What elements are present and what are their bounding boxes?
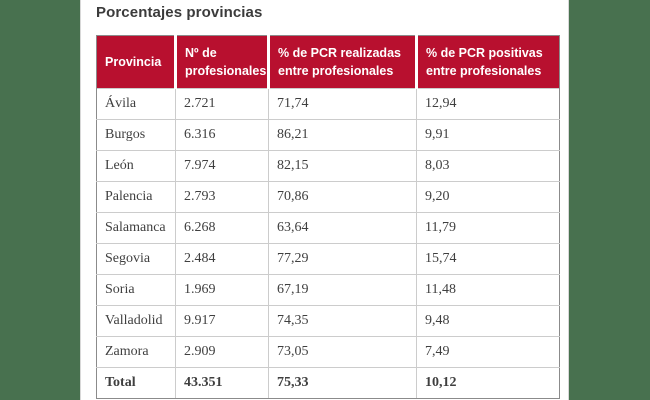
value-cell: 11,79 — [416, 212, 560, 244]
province-cell: Segovia — [96, 243, 176, 275]
value-cell: 8,03 — [416, 150, 560, 182]
table-header: Provincia Nº de profesionales% de PCR rea… — [96, 35, 560, 89]
value-cell: 2.484 — [175, 243, 269, 275]
table-row: Palencia 2.793 70,86 9,20 — [96, 181, 560, 213]
province-cell: Burgos — [96, 119, 176, 151]
value-cell: 71,74 — [268, 88, 417, 120]
column-header-0: Provincia — [96, 35, 176, 89]
value-cell: 9,20 — [416, 181, 560, 213]
value-cell: 9,48 — [416, 305, 560, 337]
value-cell: 11,48 — [416, 274, 560, 306]
table-row: Zamora 2.909 73,05 7,49 — [96, 336, 560, 368]
content-panel: Porcentajes provincias Provincia Nº de pr… — [80, 0, 569, 400]
value-cell: 82,15 — [268, 150, 417, 182]
value-cell: 74,35 — [268, 305, 417, 337]
table-row: Valladolid 9.917 74,35 9,48 — [96, 305, 560, 337]
value-cell: 10,12 — [416, 367, 560, 399]
value-cell: 9,91 — [416, 119, 560, 151]
table-body: Ávila 2.721 71,74 12,94 Burgos 6.316 86,21 9,91… — [96, 88, 560, 399]
province-cell: Ávila — [96, 88, 176, 120]
province-cell: Valladolid — [96, 305, 176, 337]
total-row: Total 43.351 75,33 10,12 — [96, 367, 560, 399]
value-cell: 73,05 — [268, 336, 417, 368]
province-cell: León — [96, 150, 176, 182]
value-cell: 6.316 — [175, 119, 269, 151]
table-row: León 7.974 82,15 8,03 — [96, 150, 560, 182]
value-cell: 2.721 — [175, 88, 269, 120]
value-cell: 7.974 — [175, 150, 269, 182]
province-cell: Soria — [96, 274, 176, 306]
table-row: Ávila 2.721 71,74 12,94 — [96, 88, 560, 120]
table-row: Segovia 2.484 77,29 15,74 — [96, 243, 560, 275]
column-header-2: % de PCR realizadas entre profesionales — [267, 35, 417, 89]
table-row: Soria 1.969 67,19 11,48 — [96, 274, 560, 306]
header-row: Provincia Nº de profesionales% de PCR rea… — [96, 35, 560, 89]
column-header-1: Nº de profesionales — [174, 35, 269, 89]
provinces-table: Provincia Nº de profesionales% de PCR rea… — [96, 35, 560, 399]
value-cell: 12,94 — [416, 88, 560, 120]
province-cell: Zamora — [96, 336, 176, 368]
value-cell: 63,64 — [268, 212, 417, 244]
value-cell: 75,33 — [268, 367, 417, 399]
table-row: Salamanca 6.268 63,64 11,79 — [96, 212, 560, 244]
value-cell: 1.969 — [175, 274, 269, 306]
value-cell: 6.268 — [175, 212, 269, 244]
province-cell: Total — [96, 367, 176, 399]
value-cell: 77,29 — [268, 243, 417, 275]
value-cell: 7,49 — [416, 336, 560, 368]
value-cell: 67,19 — [268, 274, 417, 306]
value-cell: 15,74 — [416, 243, 560, 275]
province-cell: Salamanca — [96, 212, 176, 244]
table-row: Burgos 6.316 86,21 9,91 — [96, 119, 560, 151]
province-cell: Palencia — [96, 181, 176, 213]
value-cell: 2.909 — [175, 336, 269, 368]
value-cell: 86,21 — [268, 119, 417, 151]
value-cell: 9.917 — [175, 305, 269, 337]
value-cell: 2.793 — [175, 181, 269, 213]
value-cell: 70,86 — [268, 181, 417, 213]
value-cell: 43.351 — [175, 367, 269, 399]
page-title: Porcentajes provincias — [96, 4, 263, 21]
column-header-3: % de PCR positivas entre profesionales — [415, 35, 560, 89]
